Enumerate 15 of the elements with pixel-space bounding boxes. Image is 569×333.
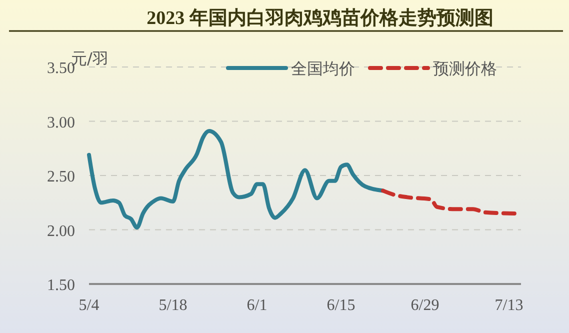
line-series xyxy=(87,129,385,230)
x-tick-label: 6/29 xyxy=(410,297,440,314)
x-tick-label: 6/1 xyxy=(246,297,268,314)
y-tick-label: 3.00 xyxy=(47,114,75,132)
x-tick-label: 6/15 xyxy=(326,297,356,314)
legend-label: 预测价格 xyxy=(433,59,497,78)
line-series xyxy=(381,188,517,216)
x-tick-label: 7/13 xyxy=(494,297,524,314)
y-tick-label: 2.50 xyxy=(47,168,75,186)
y-tick-label: 2.00 xyxy=(47,222,75,240)
x-tick-label: 5/18 xyxy=(158,297,188,314)
legend-label: 全国均价 xyxy=(291,59,355,78)
y-tick-label: 1.50 xyxy=(47,277,75,294)
x-tick-label: 5/4 xyxy=(78,297,100,314)
chart-title: 2023 年国内白羽肉鸡鸡苗价格走势预测图 xyxy=(146,7,494,29)
